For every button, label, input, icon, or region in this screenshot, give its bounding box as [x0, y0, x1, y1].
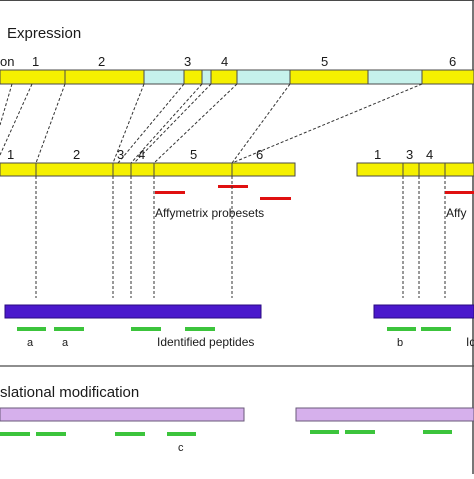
- peptide-letter: a: [62, 337, 69, 349]
- intron-top: [367, 69, 423, 85]
- probeset-bar: [218, 185, 248, 188]
- peptide-bar: [36, 432, 66, 436]
- ptm-title: slational modification: [0, 384, 139, 401]
- exon-number: 1: [32, 54, 39, 69]
- exon-number: 2: [98, 54, 105, 69]
- expression-title: Expression: [7, 25, 81, 42]
- exon-number: 3: [184, 54, 191, 69]
- exon-4-a: [130, 162, 155, 177]
- exon-number: 4: [426, 147, 433, 162]
- peptide-bar: [167, 432, 196, 436]
- probeset-bar: [260, 197, 291, 200]
- peptide-bar: [345, 430, 375, 434]
- exon-number: 5: [321, 54, 328, 69]
- peptides-label-clipped: Id: [466, 335, 474, 349]
- exon-1-a: [0, 162, 37, 177]
- intron-top: [236, 69, 291, 85]
- exon-1-b: [356, 162, 404, 177]
- ptm-protein-bar: [0, 407, 245, 422]
- peptide-bar: [387, 327, 416, 331]
- exon-2-top: [64, 69, 145, 85]
- peptides-label: Identified peptides: [157, 335, 254, 349]
- peptide-bar: [0, 432, 30, 436]
- protein-bar-a: [4, 304, 262, 319]
- transcript-top: [0, 69, 474, 85]
- peptide-bar: [421, 327, 451, 331]
- isoform-a: [0, 162, 296, 177]
- exon-number: 1: [374, 147, 381, 162]
- peptide-bar: [17, 327, 46, 331]
- peptide-bar: [423, 430, 452, 434]
- intron-top: [201, 69, 212, 85]
- peptides: [17, 327, 451, 331]
- peptide-letter: b: [397, 337, 403, 349]
- exon-number: 3: [117, 147, 124, 162]
- protein-bar-b: [373, 304, 474, 319]
- exon-6-top: [421, 69, 474, 85]
- peptide-bar: [185, 327, 215, 331]
- exon-number: 2: [73, 147, 80, 162]
- isoform-b: [356, 162, 474, 177]
- exon-number: 4: [221, 54, 228, 69]
- intron-top: [143, 69, 185, 85]
- probeset-label-clipped: Affy: [446, 206, 466, 220]
- probeset-bar: [445, 191, 474, 194]
- exon-number: 6: [449, 54, 456, 69]
- probeset-bar: [155, 191, 185, 194]
- exon-mapping-lines: [0, 83, 423, 164]
- exon-3-a: [112, 162, 132, 177]
- exon-1-top: [0, 69, 66, 85]
- peptide-bar: [131, 327, 161, 331]
- probeset-label: Affymetrix probesets: [155, 206, 264, 220]
- exon-number: 3: [406, 147, 413, 162]
- exon-b-continued: [444, 162, 474, 177]
- ptm-letter: c: [178, 442, 184, 454]
- exon-number: 5: [190, 147, 197, 162]
- exon-6-a: [231, 162, 296, 177]
- ptm-protein-bar: [295, 407, 474, 422]
- exon-3-top: [183, 69, 203, 85]
- transcript-left-clip: on: [0, 54, 14, 69]
- exon-number: 4: [138, 147, 145, 162]
- exon-4-top: [210, 69, 238, 85]
- exon-4-b: [418, 162, 446, 177]
- exon-5-top: [289, 69, 369, 85]
- peptide-bar: [115, 432, 145, 436]
- peptide-bar: [54, 327, 84, 331]
- guide-lines: [35, 176, 446, 298]
- exon-2-a: [35, 162, 114, 177]
- exon-number: 1: [7, 147, 14, 162]
- peptide-letter: a: [27, 337, 34, 349]
- peptide-bar: [310, 430, 339, 434]
- exon-5-a: [153, 162, 233, 177]
- exon-3-b: [402, 162, 420, 177]
- exon-number: 6: [256, 147, 263, 162]
- ptm-peptides: [0, 430, 452, 436]
